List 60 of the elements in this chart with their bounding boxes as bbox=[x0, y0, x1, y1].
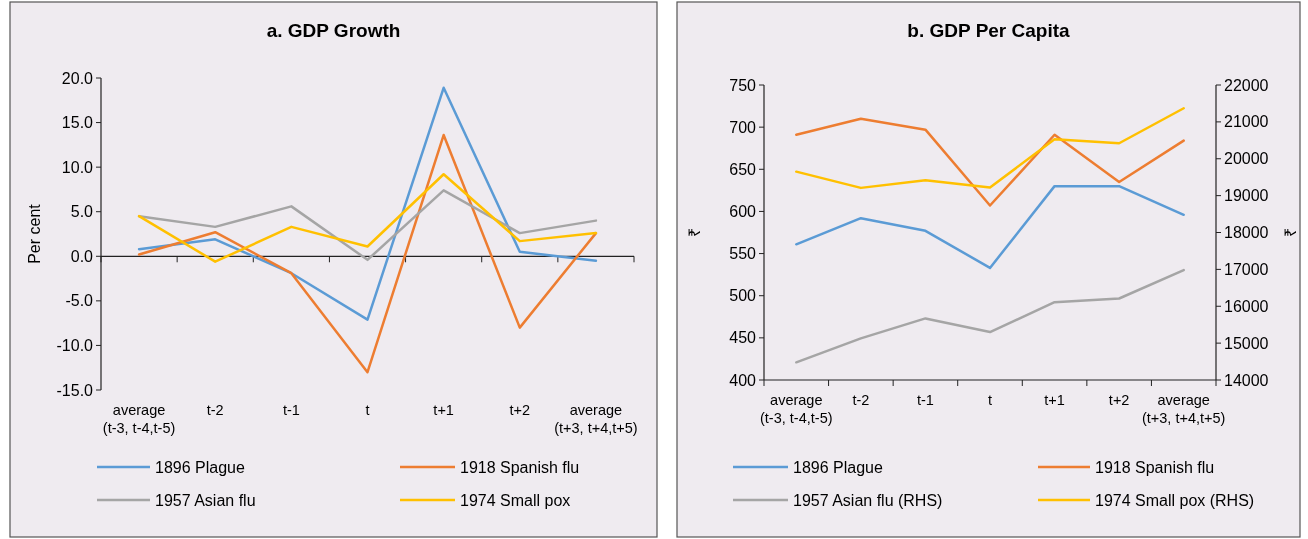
x-tick-label: average (t+3, t+4,t+5) bbox=[554, 402, 638, 436]
y-tick-label: 600 bbox=[729, 203, 757, 221]
y-axis-title: ₹ bbox=[686, 228, 703, 237]
line-series bbox=[795, 184, 1185, 270]
y-tick-label: -15.0 bbox=[56, 381, 94, 399]
y2-tick-label: 18000 bbox=[1224, 224, 1269, 242]
legend-label: 1957 Asian flu (RHS) bbox=[793, 491, 943, 509]
x-tick-label: t-1 bbox=[282, 402, 300, 418]
y2-tick-label: 14000 bbox=[1224, 371, 1269, 389]
line-series bbox=[795, 117, 1185, 207]
line-series bbox=[137, 86, 598, 321]
y2-tick-label: 17000 bbox=[1224, 260, 1269, 278]
y-tick-label: 400 bbox=[729, 371, 757, 389]
y-tick-label: 15.0 bbox=[61, 114, 94, 132]
line-series bbox=[137, 133, 598, 374]
y-tick-label: 450 bbox=[729, 329, 757, 347]
legend-label: 1896 Plague bbox=[155, 458, 245, 476]
y-tick-label: 10.0 bbox=[61, 158, 94, 176]
y-tick-label: 700 bbox=[729, 118, 757, 136]
x-tick-label: average (t+3, t+4,t+5) bbox=[1142, 392, 1226, 426]
x-tick-label: t+2 bbox=[509, 402, 531, 418]
y2-tick-label: 21000 bbox=[1224, 113, 1269, 131]
y-tick-label: -5.0 bbox=[65, 292, 94, 310]
legend-label: 1918 Spanish flu bbox=[1095, 458, 1215, 476]
x-tick-label: t-2 bbox=[206, 402, 224, 418]
y-tick-label: 20.0 bbox=[61, 69, 94, 87]
x-tick-label: t+1 bbox=[1044, 392, 1065, 408]
y-tick-label: -10.0 bbox=[56, 337, 94, 355]
x-tick-label: t-1 bbox=[916, 392, 934, 408]
line-series bbox=[795, 106, 1185, 190]
chart-title: a. GDP Growth bbox=[266, 20, 401, 41]
y-tick-label: 750 bbox=[729, 76, 757, 94]
legend-label: 1957 Asian flu bbox=[155, 491, 256, 509]
x-tick-label: t bbox=[365, 402, 370, 418]
x-tick-label: average (t-3, t-4,t-5) bbox=[102, 402, 176, 436]
y-tick-label: 650 bbox=[729, 160, 757, 178]
y2-tick-label: 16000 bbox=[1224, 297, 1269, 315]
legend-label: 1896 Plague bbox=[793, 458, 883, 476]
y2-tick-label: 15000 bbox=[1224, 334, 1269, 352]
y2-tick-label: 22000 bbox=[1224, 76, 1269, 94]
x-tick-label: average (t-3, t-4,t-5) bbox=[760, 392, 833, 426]
legend-label: 1918 Spanish flu bbox=[460, 458, 580, 476]
x-tick-label: t+2 bbox=[1108, 392, 1130, 408]
y-tick-label: 5.0 bbox=[70, 203, 94, 221]
y-tick-label: 550 bbox=[729, 245, 757, 263]
y2-axis-title: ₹ bbox=[1282, 228, 1299, 237]
x-tick-label: t-2 bbox=[852, 392, 870, 408]
line-series bbox=[137, 189, 598, 262]
y2-tick-label: 19000 bbox=[1224, 187, 1269, 205]
chart-title: b. GDP Per Capita bbox=[907, 20, 1071, 41]
legend-label: 1974 Small pox (RHS) bbox=[1095, 491, 1255, 509]
y2-tick-label: 20000 bbox=[1224, 150, 1269, 168]
y-tick-label: 500 bbox=[729, 287, 757, 305]
y-tick-label: 0.0 bbox=[70, 247, 94, 265]
x-tick-label: t+1 bbox=[433, 402, 454, 418]
legend-label: 1974 Small pox bbox=[460, 491, 571, 509]
y-axis-title: Per cent bbox=[26, 203, 43, 264]
line-series bbox=[137, 173, 598, 263]
x-tick-label: t bbox=[987, 392, 993, 408]
line-series bbox=[795, 268, 1185, 364]
